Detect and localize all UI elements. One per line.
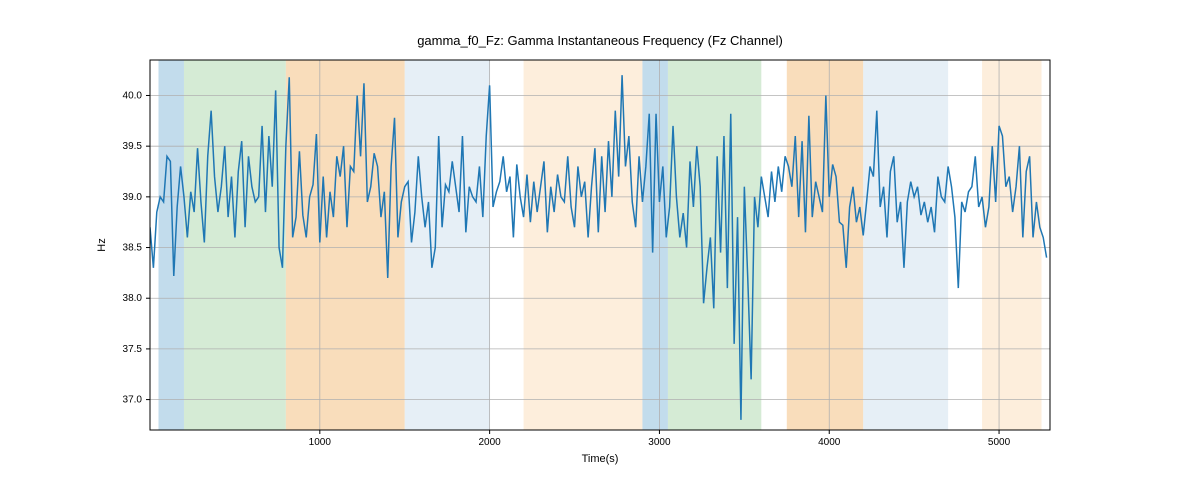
y-tick-label: 37.5 [123,344,143,355]
y-tick-label: 38.0 [123,293,143,304]
x-tick-label: 3000 [648,437,671,448]
band [158,60,183,430]
y-tick-label: 37.0 [123,395,143,406]
band [982,60,1041,430]
line-chart: 1000 2000 3000 4000 5000 37.0 37.5 38.0 38.5 39.0… [0,0,1200,500]
band [184,60,286,430]
y-tick-label: 38.5 [123,243,143,254]
band [524,60,643,430]
y-tick-label: 39.0 [123,192,143,203]
chart-container: 1000 2000 3000 4000 5000 37.0 37.5 38.0 38.5 39.0… [0,0,1200,500]
y-tick-label: 40.0 [123,90,143,101]
x-axis-label: Time(s) [582,453,619,465]
y-tick-label: 39.5 [123,141,143,152]
band [642,60,667,430]
background-bands [158,60,1041,430]
x-tick-label: 2000 [478,437,501,448]
x-tick-label: 4000 [818,437,841,448]
x-tick-label: 5000 [988,437,1011,448]
x-tick-label: 1000 [309,437,332,448]
band [405,60,490,430]
y-axis-label: Hz [96,238,108,251]
chart-title: gamma_f0_Fz: Gamma Instantaneous Frequen… [417,33,783,48]
